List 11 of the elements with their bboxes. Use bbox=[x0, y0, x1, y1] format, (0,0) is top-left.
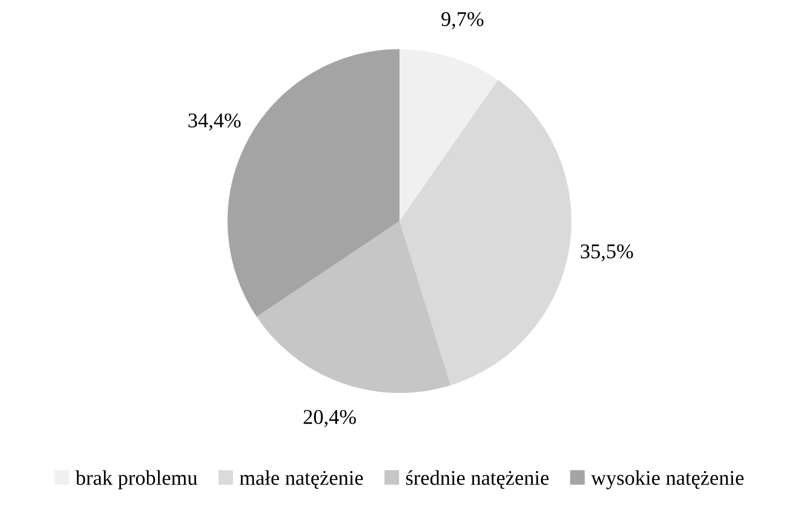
legend-label: średnie natężenie bbox=[406, 470, 549, 489]
data-label: 9,7% bbox=[441, 12, 484, 30]
pie-slice bbox=[256, 221, 451, 393]
data-label: 35,5% bbox=[580, 244, 633, 262]
legend-label: wysokie natężenie bbox=[591, 470, 744, 490]
pie-slice bbox=[400, 80, 572, 386]
legend-label: brak problemu bbox=[76, 470, 198, 490]
pie-slice bbox=[400, 49, 498, 222]
data-label: 20,4% bbox=[304, 410, 356, 428]
legend-label: małe natężenie bbox=[240, 470, 363, 489]
data-label: 34,4% bbox=[188, 113, 241, 130]
